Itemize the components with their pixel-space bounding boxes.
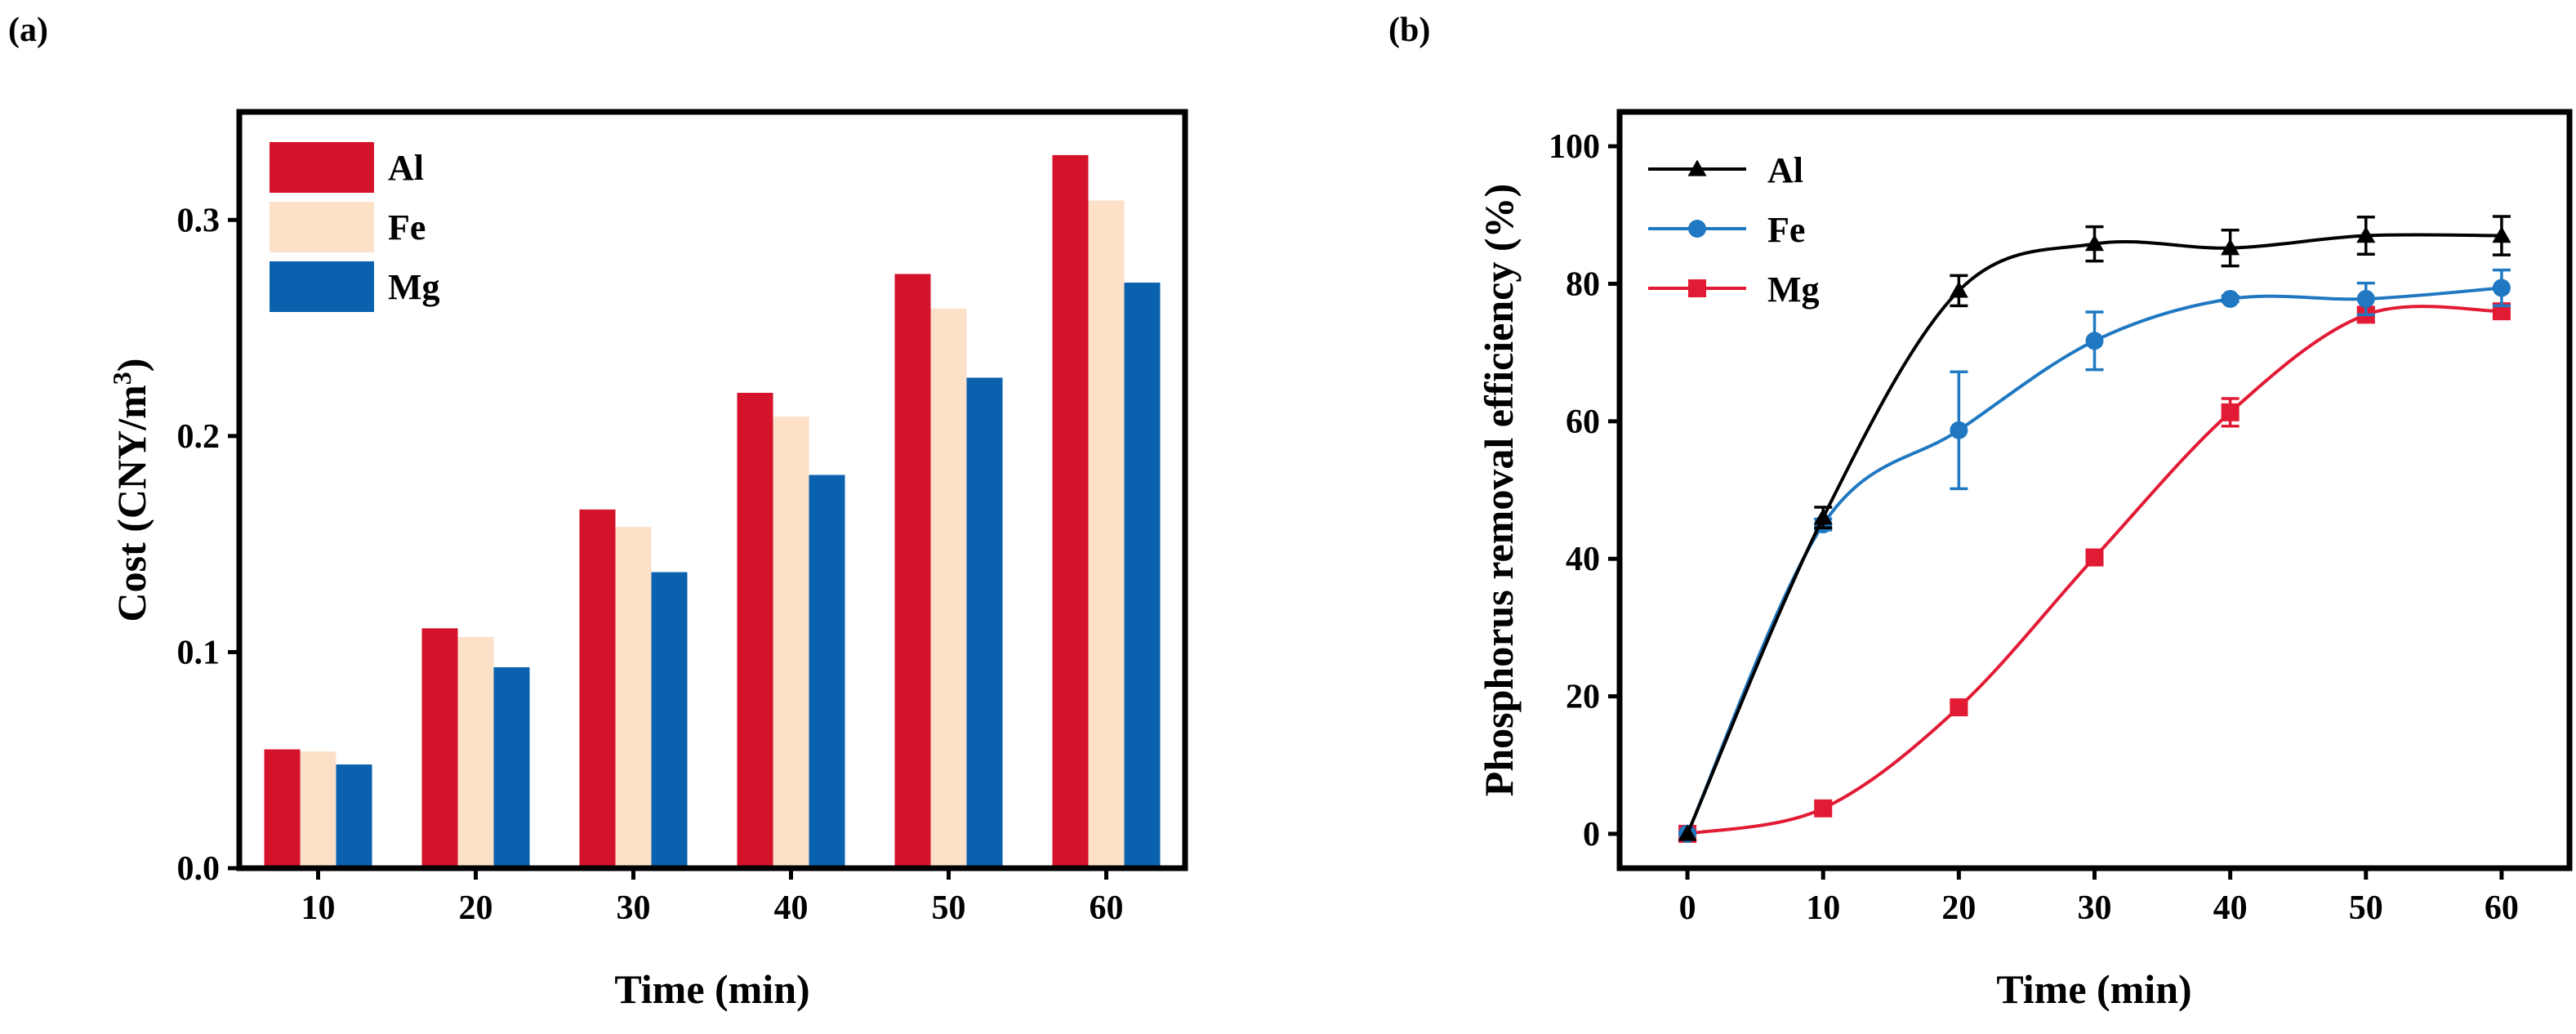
panel-b-line-chart: (b) 0 10 20 30 40 50 60 0 20 40 60 80 100 Al Fe Mg Tim… bbox=[1388, 11, 2573, 1012]
legend-marker-fe bbox=[1688, 220, 1706, 238]
a-y-tick-label: 0.2 bbox=[177, 418, 221, 456]
b-x-tick-label: 40 bbox=[2213, 889, 2248, 927]
bar-mg-50 bbox=[966, 377, 1003, 868]
data-point-al bbox=[1949, 281, 1968, 298]
data-point-al bbox=[2356, 225, 2376, 243]
b-x-tick-label: 50 bbox=[2349, 889, 2383, 927]
data-point-fe bbox=[2085, 332, 2104, 350]
data-point-al bbox=[1813, 508, 1833, 525]
bar-fe-10 bbox=[300, 751, 336, 868]
data-point-mg bbox=[1814, 799, 1833, 818]
b-legend: Al Fe Mg bbox=[1648, 150, 1820, 310]
a-x-axis-title: Time (min) bbox=[614, 966, 809, 1012]
a-legend: Al Fe Mg bbox=[270, 142, 440, 312]
bar-fe-20 bbox=[457, 636, 494, 868]
data-point-mg bbox=[2221, 403, 2240, 421]
a-x-tick-label: 10 bbox=[301, 889, 336, 927]
a-x-tick-label: 30 bbox=[617, 889, 651, 927]
bar-mg-60 bbox=[1124, 283, 1161, 868]
b-x-tick-label: 20 bbox=[1941, 889, 1976, 927]
panel-a-bar-chart: (a) 10 20 30 40 50 60 0.0 0.1 0.2 0.3 Al Fe Mg Time… bbox=[8, 11, 1188, 1012]
b-x-axis-title: Time (min) bbox=[1996, 966, 2191, 1012]
data-point-al bbox=[2084, 234, 2105, 252]
panel-a-label: (a) bbox=[8, 11, 48, 49]
bar-al-40 bbox=[737, 392, 773, 868]
b-y-tick-label: 60 bbox=[1566, 403, 1600, 441]
series-line-al bbox=[1686, 233, 2502, 835]
data-point-fe bbox=[1950, 421, 1968, 439]
data-point-fe bbox=[2356, 289, 2375, 308]
b-x-tick-label: 30 bbox=[2078, 889, 2112, 927]
legend-swatch-mg bbox=[270, 261, 374, 312]
legend-label-fe: Fe bbox=[1767, 210, 1805, 250]
b-y-axis-title: Phosphorus removal efficiency (%) bbox=[1476, 184, 1522, 796]
series-line-mg bbox=[1687, 305, 2502, 836]
a-y-axis-title-superscript: 3 bbox=[107, 372, 136, 385]
a-x-tick-label: 60 bbox=[1090, 889, 1124, 927]
legend-marker-mg bbox=[1688, 279, 1706, 297]
data-point-mg bbox=[1950, 698, 1968, 717]
bar-al-30 bbox=[579, 509, 616, 868]
a-plot-frame bbox=[236, 109, 1188, 871]
data-point-al bbox=[2492, 225, 2511, 243]
data-point-al bbox=[2221, 238, 2240, 256]
b-axis-ticks: 0 10 20 30 40 50 60 0 20 40 60 80 100 bbox=[1549, 128, 2519, 927]
bar-al-60 bbox=[1052, 154, 1089, 868]
b-series-lines bbox=[1678, 215, 2511, 843]
b-y-tick-label: 100 bbox=[1549, 128, 1600, 166]
legend-swatch-fe bbox=[270, 202, 374, 252]
legend-label-al: Al bbox=[388, 148, 424, 188]
a-x-tick-label: 40 bbox=[774, 889, 809, 927]
legend-label-fe: Fe bbox=[388, 207, 426, 247]
legend-swatch-al bbox=[270, 142, 374, 193]
a-y-tick-label: 0.0 bbox=[177, 850, 221, 888]
panel-b-label: (b) bbox=[1388, 11, 1430, 49]
b-x-tick-label: 60 bbox=[2485, 889, 2519, 927]
bar-al-50 bbox=[894, 274, 931, 868]
a-y-tick-label: 0.3 bbox=[177, 202, 221, 239]
bar-mg-40 bbox=[809, 475, 845, 868]
bar-fe-50 bbox=[930, 308, 967, 868]
bar-fe-60 bbox=[1088, 200, 1125, 868]
bar-fe-40 bbox=[773, 417, 809, 868]
bar-mg-20 bbox=[493, 666, 530, 868]
a-y-axis-title-main: Cost (CNY/m bbox=[109, 385, 154, 622]
b-y-tick-label: 20 bbox=[1566, 679, 1600, 716]
a-y-axis-title-end: ) bbox=[109, 359, 154, 372]
a-y-tick-label: 0.1 bbox=[177, 634, 221, 671]
a-y-axis-title: Cost (CNY/m3) bbox=[107, 359, 154, 622]
legend-label-al: Al bbox=[1767, 150, 1803, 190]
a-axis-ticks: 10 20 30 40 50 60 0.0 0.1 0.2 0.3 bbox=[177, 202, 1124, 927]
bar-mg-10 bbox=[336, 764, 372, 868]
data-point-fe bbox=[2221, 289, 2240, 308]
data-point-fe bbox=[2492, 279, 2511, 297]
bar-group bbox=[264, 154, 1161, 868]
legend-label-mg: Mg bbox=[388, 267, 440, 307]
b-x-tick-label: 10 bbox=[1806, 889, 1840, 927]
legend-label-mg: Mg bbox=[1767, 270, 1820, 310]
b-x-tick-label: 0 bbox=[1679, 889, 1696, 927]
data-point-al bbox=[1678, 824, 1697, 841]
b-plot-frame bbox=[1616, 109, 2573, 871]
b-y-tick-label: 40 bbox=[1566, 541, 1600, 578]
data-point-mg bbox=[2085, 548, 2104, 567]
legend-marker-al bbox=[1687, 159, 1707, 176]
b-y-tick-label: 80 bbox=[1566, 265, 1600, 303]
bar-al-20 bbox=[421, 628, 458, 868]
bar-mg-30 bbox=[651, 572, 688, 868]
a-x-tick-label: 20 bbox=[459, 889, 493, 927]
bar-al-10 bbox=[264, 749, 301, 868]
b-y-tick-label: 0 bbox=[1583, 816, 1600, 853]
a-x-tick-label: 50 bbox=[932, 889, 966, 927]
bar-fe-30 bbox=[615, 526, 652, 868]
